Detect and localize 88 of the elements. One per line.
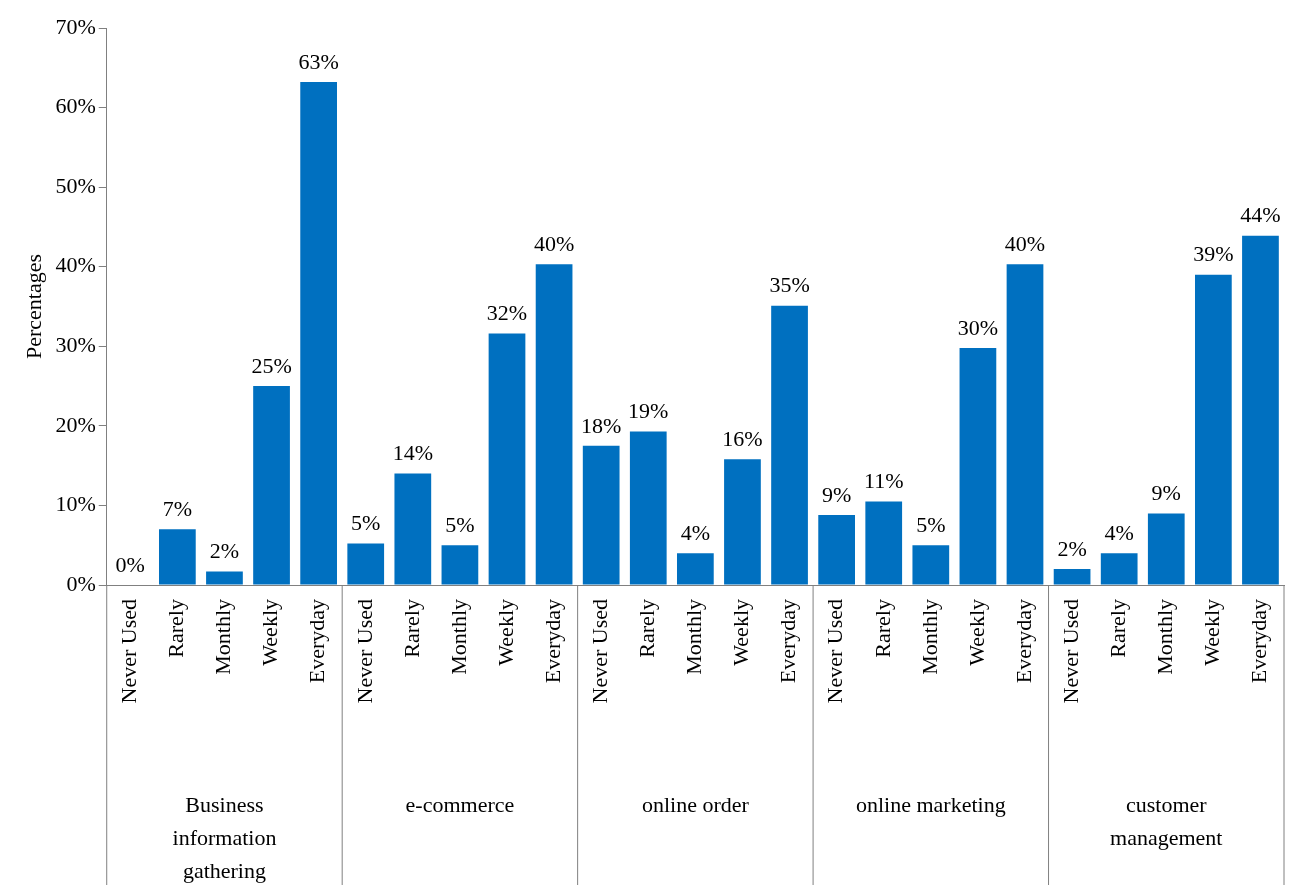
text: online order [641, 791, 750, 817]
y-tick-label: 30% [55, 332, 96, 358]
text: e-commerce [405, 791, 515, 817]
bar [1006, 264, 1044, 585]
bar [959, 347, 997, 585]
x-tick-label: Rarely [1104, 599, 1130, 658]
data-label: 40% [533, 231, 575, 257]
data-label: 2% [209, 538, 240, 564]
data-label: 30% [957, 314, 999, 340]
data-label: 19% [628, 398, 669, 424]
data-label: 5% [351, 510, 381, 536]
bar [1100, 553, 1138, 585]
y-tick-label: 60% [55, 93, 96, 119]
data-label: 39% [1193, 241, 1234, 267]
y-tick-label: 40% [55, 252, 96, 278]
x-tick-label: Weekly [492, 599, 518, 666]
x-tick-label: Weekly [1199, 599, 1225, 666]
data-label: 5% [445, 512, 475, 537]
bar [253, 386, 290, 585]
x-tick-label: Everyday [1246, 599, 1272, 684]
data-label: 14% [392, 440, 433, 466]
x-tick-label: Rarely [634, 599, 660, 658]
x-tick-label: Monthly [681, 599, 707, 675]
x-tick-label: Weekly [257, 599, 283, 666]
x-tick-label: Never Used [822, 599, 848, 704]
bar [818, 514, 855, 585]
x-tick-label: Never Used [351, 599, 377, 704]
y-tick-label: 0% [66, 570, 96, 596]
data-label: 16% [722, 426, 763, 452]
x-tick-label: Everyday [775, 599, 801, 684]
bar [441, 545, 479, 585]
x-tick-label: Rarely [869, 599, 895, 658]
bar [488, 333, 526, 585]
bar [912, 545, 950, 585]
x-tick-label: Monthly [916, 599, 942, 675]
data-label: 63% [298, 48, 339, 74]
x-tick-label: Rarely [163, 599, 189, 658]
x-tick-label: Never Used [586, 599, 612, 704]
x-tick-label: Monthly [210, 599, 236, 675]
x-tick-label: Monthly [445, 599, 471, 675]
data-label: 5% [916, 512, 946, 537]
data-label: 32% [486, 300, 528, 326]
data-label: 4% [1104, 519, 1134, 545]
bar [1195, 274, 1232, 585]
data-label: 35% [769, 272, 810, 298]
data-label: 2% [1057, 535, 1087, 561]
y-tick-label: 50% [55, 172, 96, 198]
x-tick-label: Rarely [398, 599, 424, 658]
x-tick-label: Monthly [1152, 599, 1178, 675]
data-label: 44% [1240, 202, 1281, 228]
bar [724, 459, 761, 585]
bar [535, 264, 573, 585]
bar [347, 543, 385, 585]
x-tick-label: Weekly [728, 599, 754, 666]
data-label: 11% [863, 468, 904, 494]
x-tick-label: Weekly [963, 599, 989, 666]
y-tick-label: 20% [55, 411, 96, 437]
bar [1242, 235, 1279, 585]
data-label: 7% [162, 496, 193, 522]
data-label: 0% [115, 551, 145, 577]
bar [206, 571, 243, 585]
bar [865, 501, 903, 585]
x-tick-label: Everyday [304, 599, 330, 684]
bar [1053, 569, 1091, 585]
x-tick-label: Never Used [116, 599, 142, 704]
data-label: 18% [581, 412, 622, 438]
text: Business information gathering [172, 791, 277, 883]
data-label: 9% [821, 481, 852, 507]
x-tick-label: Everyday [1010, 599, 1036, 684]
x-tick-label: Never Used [1057, 599, 1083, 704]
data-label: 25% [251, 352, 292, 378]
bar [771, 305, 808, 585]
data-label: 4% [680, 519, 711, 545]
bar [582, 445, 620, 585]
data-label: 40% [1004, 231, 1046, 257]
bar [159, 529, 196, 585]
y-tick-label: 70% [55, 13, 96, 39]
y-axis-title: Percentages [20, 253, 46, 360]
bar [629, 431, 667, 585]
bar [300, 82, 337, 585]
x-tick-label: Everyday [539, 599, 565, 684]
bar [394, 473, 432, 585]
bar [1147, 513, 1185, 585]
text: customer management [1110, 791, 1223, 850]
data-label: 9% [1151, 480, 1181, 506]
text: online marketing [855, 791, 1006, 817]
bar [677, 553, 714, 585]
y-tick-label: 10% [55, 491, 96, 517]
